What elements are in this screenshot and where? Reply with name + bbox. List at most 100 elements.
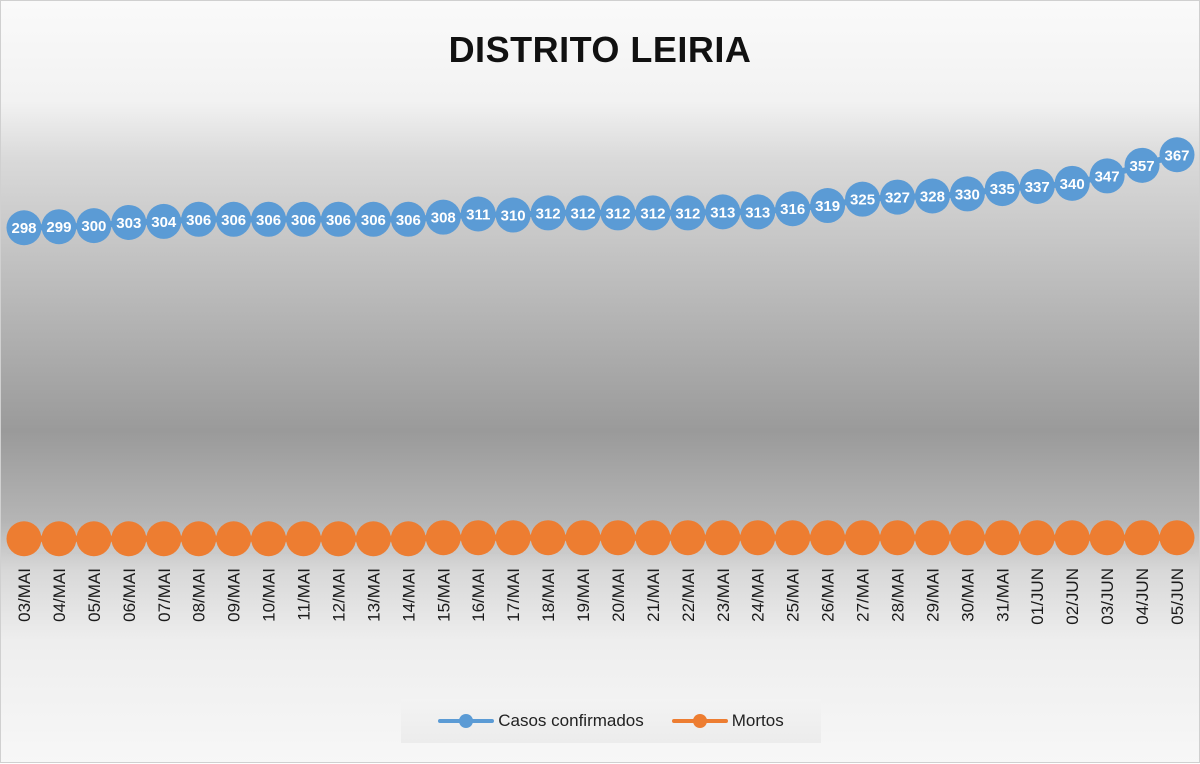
x-tick-label: 04/JUN xyxy=(1133,568,1152,625)
data-label-casos-confirmados: 299 xyxy=(46,219,71,236)
x-tick-label: 30/MAI xyxy=(958,568,977,622)
data-label-casos-confirmados: 335 xyxy=(990,181,1015,198)
data-label-casos-confirmados: 308 xyxy=(431,210,456,227)
point-casos-confirmados-13-mai xyxy=(355,201,391,237)
point-mortos-06-mai xyxy=(111,521,147,557)
data-label-casos-confirmados: 306 xyxy=(326,212,351,229)
point-casos-confirmados-02-jun xyxy=(1054,165,1090,201)
point-casos-confirmados-03-mai xyxy=(6,210,42,246)
point-mortos-05-mai xyxy=(76,521,112,557)
x-tick-label: 18/MAI xyxy=(539,568,558,622)
data-label-casos-confirmados: 340 xyxy=(1060,176,1085,193)
point-mortos-23-mai xyxy=(705,520,741,556)
data-label-casos-confirmados: 306 xyxy=(221,212,246,229)
point-casos-confirmados-19-mai xyxy=(565,195,601,231)
x-tick-label: 10/MAI xyxy=(260,568,279,622)
point-casos-confirmados-08-mai xyxy=(181,201,217,237)
point-mortos-01-jun xyxy=(1019,520,1055,556)
data-label-casos-confirmados: 316 xyxy=(780,201,805,218)
point-casos-confirmados-30-mai xyxy=(949,176,985,212)
point-mortos-25-mai xyxy=(775,520,811,556)
legend-swatch-casos xyxy=(438,713,495,729)
point-casos-confirmados-21-mai xyxy=(635,195,671,231)
data-label-casos-confirmados: 313 xyxy=(745,204,770,221)
data-label-casos-confirmados: 306 xyxy=(291,212,316,229)
data-label-casos-confirmados: 312 xyxy=(675,205,700,222)
x-tick-label: 12/MAI xyxy=(329,568,348,622)
x-tick-label: 28/MAI xyxy=(888,568,907,622)
x-tick-label: 17/MAI xyxy=(504,568,523,622)
chart-title: DISTRITO LEIRIA xyxy=(448,29,752,70)
data-label-casos-confirmados: 328 xyxy=(920,189,945,206)
data-label-casos-confirmados: 312 xyxy=(571,205,596,222)
x-tick-label: 03/MAI xyxy=(15,568,34,622)
point-mortos-08-mai xyxy=(181,521,217,557)
point-casos-confirmados-20-mai xyxy=(600,195,636,231)
data-label-casos-confirmados: 319 xyxy=(815,198,840,215)
legend-label-casos: Casos confirmados xyxy=(498,711,644,730)
x-tick-label: 13/MAI xyxy=(364,568,383,622)
point-mortos-15-mai xyxy=(425,520,461,556)
point-mortos-17-mai xyxy=(495,520,531,556)
data-label-casos-confirmados: 312 xyxy=(640,205,665,222)
point-casos-confirmados-01-jun xyxy=(1019,168,1055,204)
x-tick-label: 02/JUN xyxy=(1063,568,1082,625)
point-mortos-03-jun xyxy=(1089,520,1125,556)
x-tick-label: 31/MAI xyxy=(993,568,1012,622)
legend-item-mortos: Mortos xyxy=(671,711,784,731)
point-mortos-28-mai xyxy=(879,520,915,556)
data-label-casos-confirmados: 347 xyxy=(1095,168,1120,185)
data-label-casos-confirmados: 298 xyxy=(11,220,36,237)
point-mortos-05-jun xyxy=(1159,520,1195,556)
x-tick-label: 08/MAI xyxy=(190,568,209,622)
point-mortos-13-mai xyxy=(355,521,391,557)
x-tick-label: 14/MAI xyxy=(399,568,418,622)
x-tick-label: 20/MAI xyxy=(609,568,628,622)
point-casos-confirmados-04-mai xyxy=(41,209,77,245)
data-label-casos-confirmados: 306 xyxy=(361,212,386,229)
x-tick-label: 09/MAI xyxy=(225,568,244,622)
point-mortos-10-mai xyxy=(251,521,287,557)
data-label-casos-confirmados: 337 xyxy=(1025,179,1050,196)
point-mortos-09-mai xyxy=(216,521,252,557)
point-mortos-02-jun xyxy=(1054,520,1090,556)
data-label-casos-confirmados: 304 xyxy=(151,214,177,231)
x-tick-label: 24/MAI xyxy=(749,568,768,622)
point-casos-confirmados-10-mai xyxy=(251,201,287,237)
point-casos-confirmados-12-mai xyxy=(320,201,356,237)
point-mortos-11-mai xyxy=(286,521,322,557)
x-tick-label: 06/MAI xyxy=(120,568,139,622)
x-tick-label: 01/JUN xyxy=(1028,568,1047,625)
point-mortos-20-mai xyxy=(600,520,636,556)
point-casos-confirmados-15-mai xyxy=(425,199,461,235)
x-tick-label: 19/MAI xyxy=(574,568,593,622)
point-casos-confirmados-09-mai xyxy=(216,201,252,237)
point-casos-confirmados-26-mai xyxy=(810,188,846,224)
data-label-casos-confirmados: 312 xyxy=(536,205,561,222)
point-casos-confirmados-07-mai xyxy=(146,203,182,239)
legend-swatch-mortos xyxy=(671,713,728,729)
point-casos-confirmados-05-jun xyxy=(1159,137,1195,173)
x-tick-label: 26/MAI xyxy=(819,568,838,622)
point-casos-confirmados-29-mai xyxy=(914,178,950,214)
point-mortos-04-jun xyxy=(1124,520,1160,556)
x-tick-label: 11/MAI xyxy=(295,568,314,621)
point-casos-confirmados-16-mai xyxy=(460,196,496,232)
legend: Casos confirmados Mortos xyxy=(401,699,821,743)
point-mortos-26-mai xyxy=(810,520,846,556)
point-mortos-07-mai xyxy=(146,521,182,557)
point-casos-confirmados-23-mai xyxy=(705,194,741,230)
x-tick-label: 29/MAI xyxy=(923,568,942,622)
point-mortos-03-mai xyxy=(6,521,42,557)
data-label-casos-confirmados: 300 xyxy=(81,218,106,235)
point-mortos-31-mai xyxy=(984,520,1020,556)
point-mortos-19-mai xyxy=(565,520,601,556)
x-tick-label: 07/MAI xyxy=(155,568,174,622)
data-label-casos-confirmados: 310 xyxy=(501,208,526,225)
point-mortos-18-mai xyxy=(530,520,566,556)
point-mortos-04-mai xyxy=(41,521,77,557)
point-mortos-14-mai xyxy=(390,521,426,557)
data-label-casos-confirmados: 303 xyxy=(116,215,141,232)
point-casos-confirmados-11-mai xyxy=(286,201,322,237)
